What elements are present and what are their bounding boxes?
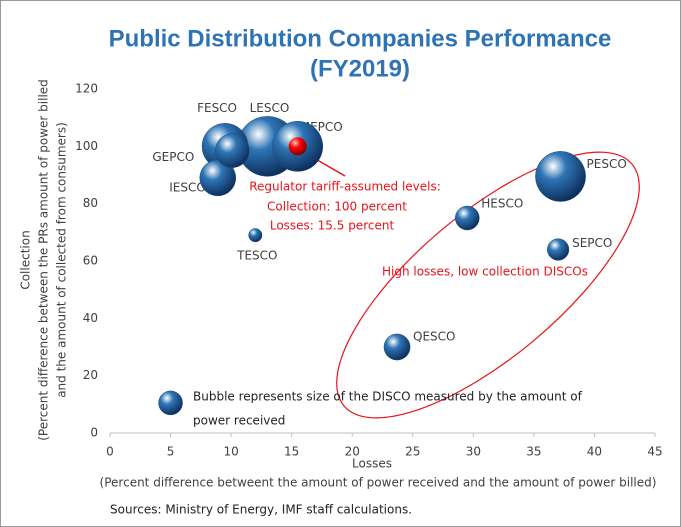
x-tick-label: 35 xyxy=(526,445,541,459)
size-note: power received xyxy=(193,414,285,428)
y-tick-label: 80 xyxy=(83,196,98,210)
group-note: High losses, low collection DISCOs xyxy=(382,265,588,279)
y-axis-label: and the amount of collected from consume… xyxy=(55,122,69,398)
bubble xyxy=(535,151,586,202)
size-note-bubble xyxy=(158,390,183,416)
bubble xyxy=(215,133,250,168)
y-tick-label: 120 xyxy=(75,82,98,96)
regulator-point xyxy=(288,137,307,156)
x-tick-label: 20 xyxy=(345,445,360,459)
x-tick-label: 45 xyxy=(647,445,662,459)
x-tick-label: 0 xyxy=(106,445,114,459)
y-tick-label: 20 xyxy=(83,368,98,382)
x-tick-label: 10 xyxy=(223,445,238,459)
bubble xyxy=(547,238,570,261)
y-tick-label: 40 xyxy=(83,311,98,325)
y-axis-label: Collection xyxy=(19,230,33,289)
x-tick-label: 15 xyxy=(284,445,299,459)
bubble-label: FESCO xyxy=(197,101,237,115)
size-note: Bubble represents size of the DISCO meas… xyxy=(193,390,583,404)
y-tick-label: 60 xyxy=(83,254,98,268)
bubble-label: GEPCO xyxy=(152,150,194,164)
bubble xyxy=(455,205,480,231)
y-tick-label: 0 xyxy=(90,426,98,440)
y-axis-label: (Percent difference between the PRs amou… xyxy=(37,79,51,441)
bubble-label: IESCO xyxy=(169,180,206,194)
bubble-label: TESCO xyxy=(236,249,277,263)
x-tick-label: 30 xyxy=(466,445,481,459)
chart-title: Public Distribution Companies Performanc… xyxy=(109,25,612,52)
bubble xyxy=(248,228,263,243)
x-tick-label: 40 xyxy=(587,445,602,459)
x-tick-label: 25 xyxy=(405,445,420,459)
bubble-label: LESCO xyxy=(250,101,290,115)
chart-title: (FY2019) xyxy=(310,55,410,82)
group-ellipse xyxy=(336,151,640,419)
x-axis-label: Losses xyxy=(352,457,392,471)
regulator-note: Losses: 15.5 percent xyxy=(270,219,395,233)
regulator-note: Regulator tariff-assumed levels: xyxy=(249,180,441,194)
x-axis-sublabel: (Percent difference betweent the amount … xyxy=(100,476,657,490)
x-tick-label: 5 xyxy=(167,445,175,459)
source: Sources: Ministry of Energy, IMF staff c… xyxy=(110,503,412,517)
regulator-note: Collection: 100 percent xyxy=(267,200,407,214)
bubble-label: QESCO xyxy=(413,330,455,344)
bubble-label: HESCO xyxy=(481,197,523,211)
bubble xyxy=(383,333,411,361)
bubble-label: PESCO xyxy=(587,157,627,171)
y-tick-label: 100 xyxy=(75,139,98,153)
bubble-label: SEPCO xyxy=(572,236,612,250)
